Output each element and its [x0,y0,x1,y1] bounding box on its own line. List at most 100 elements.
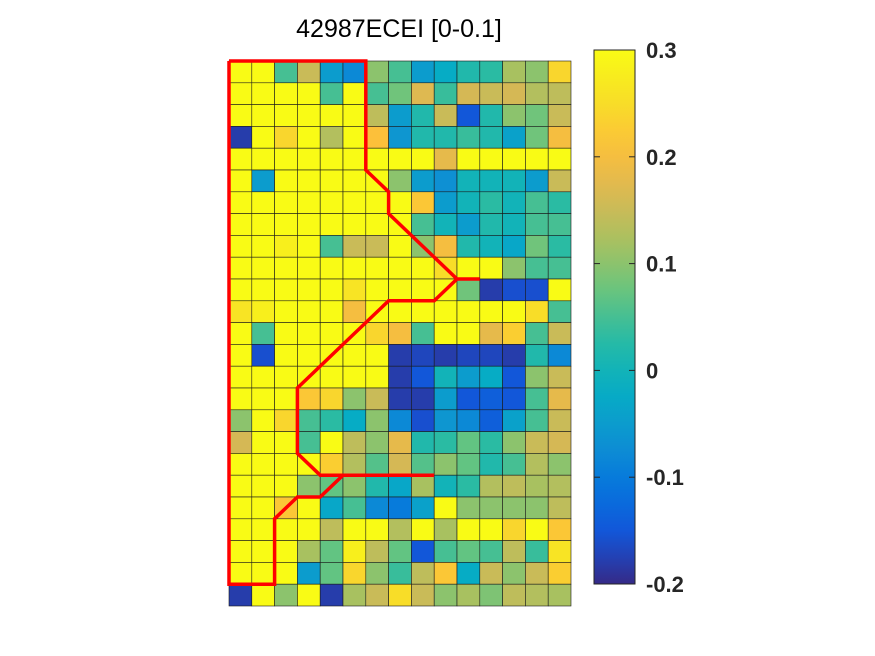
heatmap-cell [525,409,549,432]
heatmap-cell [274,344,298,367]
heatmap-cell [479,82,503,105]
heatmap-cell [479,322,503,345]
heatmap-cell [251,278,275,302]
heatmap-cell [342,431,367,454]
heatmap-cell [319,278,344,302]
heatmap-cell [274,104,298,127]
heatmap-cell [297,322,321,345]
heatmap-cell [479,453,503,476]
heatmap-cell [456,344,481,367]
heatmap-cell [456,147,481,171]
heatmap-cell [547,518,572,541]
heatmap-cell [502,126,526,149]
heatmap-cell [251,300,275,323]
heatmap-cell [502,409,526,432]
heatmap-cell [502,278,526,302]
heatmap-cell [342,387,367,411]
heatmap-cell [319,387,344,411]
heatmap-cell [228,191,253,214]
heatmap-cell [411,453,435,476]
heatmap-cell [479,365,503,389]
colorbar-tick-label: 0 [646,358,658,383]
heatmap-cell [228,300,253,323]
heatmap-cell [228,235,253,258]
heatmap-cell [479,126,503,149]
heatmap-cell [297,540,321,563]
heatmap-cell [525,278,549,302]
heatmap-cell [297,104,321,127]
heatmap-cell [228,60,253,84]
heatmap-cell [388,453,412,476]
heatmap-cell [479,496,503,520]
heatmap-cell [342,300,367,323]
heatmap-cell [365,431,389,454]
heatmap-cell [342,365,367,389]
heatmap-cell [274,583,298,607]
heatmap-cell [228,474,253,498]
heatmap-cell [433,387,458,411]
heatmap-cell [342,191,367,214]
heatmap-cell [228,562,253,585]
heatmap-cell [525,256,549,280]
heatmap-cell [433,365,458,389]
heatmap-cell [388,191,412,214]
heatmap-cell [456,496,481,520]
heatmap-cell [502,147,526,171]
heatmap-cell [547,431,572,454]
heatmap-cell [525,540,549,563]
heatmap-cell [525,344,549,367]
heatmap-cell [411,583,435,607]
heatmap-cell [251,322,275,345]
heatmap-cell [319,431,344,454]
heatmap-cell [502,300,526,323]
heatmap-cell [479,562,503,585]
heatmap-cell [411,256,435,280]
heatmap-cell [297,147,321,171]
heatmap-cell [525,82,549,105]
heatmap-cell [342,256,367,280]
heatmap-cell [274,82,298,105]
heatmap-cell [456,191,481,214]
heatmap-cell [297,409,321,432]
heatmap-cell [297,583,321,607]
heatmap-cell [547,540,572,563]
heatmap-cell [502,256,526,280]
heatmap-cell [342,126,367,149]
heatmap-cell [319,82,344,105]
heatmap-cell [297,191,321,214]
heatmap-cell [547,300,572,323]
colorbar-tick-label: -0.1 [646,465,684,490]
heatmap-cell [251,562,275,585]
heatmap-cell [228,126,253,149]
heatmap-cell [319,169,344,193]
heatmap-cell [411,431,435,454]
heatmap-cell [456,235,481,258]
heatmap-cell [456,518,481,541]
heatmap-cell [525,365,549,389]
heatmap-cell [433,409,458,432]
heatmap-cell [456,387,481,411]
heatmap-cell [388,126,412,149]
heatmap-cell [388,496,412,520]
heatmap-cell [547,235,572,258]
heatmap-cell [228,344,253,367]
heatmap-cell [228,387,253,411]
heatmap-cell [433,126,458,149]
heatmap-cell [433,82,458,105]
heatmap-cell [319,126,344,149]
colorbar-tick-label: -0.2 [646,572,684,597]
heatmap-cell [456,474,481,498]
heatmap-cell [251,213,275,236]
heatmap-cell [297,431,321,454]
heatmap-cell [251,169,275,193]
heatmap-cell [274,322,298,345]
heatmap-cell [525,583,549,607]
heatmap-cell [297,496,321,520]
heatmap-cell [502,453,526,476]
heatmap-cell [365,540,389,563]
heatmap-cell [251,256,275,280]
heatmap-cell [319,235,344,258]
heatmap-cell [547,256,572,280]
heatmap-cell [525,496,549,520]
heatmap-cell [456,104,481,127]
